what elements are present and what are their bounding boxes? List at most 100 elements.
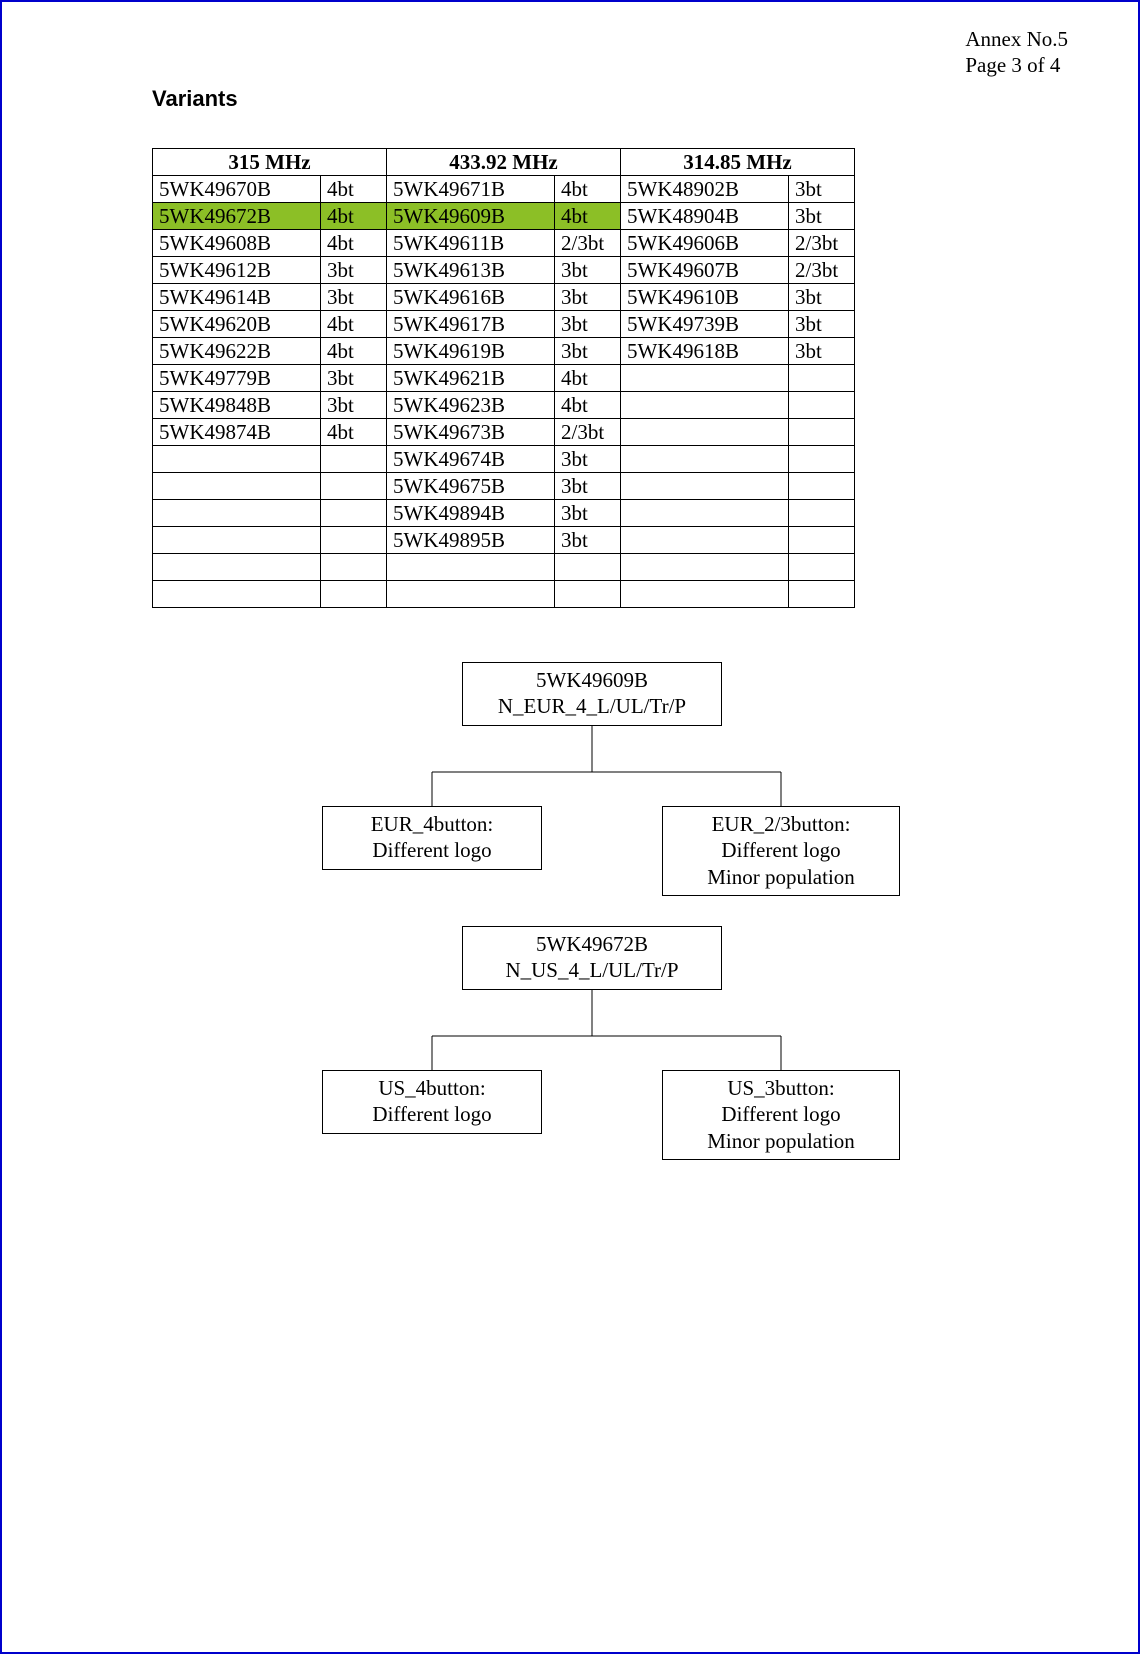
table-cell — [789, 446, 855, 473]
table-cell: 2/3bt — [789, 230, 855, 257]
table-cell: 5WK49618B — [621, 338, 789, 365]
table-cell: 3bt — [789, 338, 855, 365]
table-cell: 4bt — [321, 230, 387, 257]
table-cell — [387, 554, 555, 581]
table-cell: 5WK49614B — [153, 284, 321, 311]
table-cell: 5WK49623B — [387, 392, 555, 419]
table-cell: 4bt — [321, 203, 387, 230]
table-cell — [789, 581, 855, 608]
table-row: 5WK49622B4bt5WK49619B3bt5WK49618B3bt — [153, 338, 855, 365]
table-cell: 3bt — [555, 527, 621, 554]
tree-box-line: US_4button: — [331, 1075, 533, 1101]
table-cell: 5WK49613B — [387, 257, 555, 284]
table-cell — [621, 473, 789, 500]
tree-box-line: EUR_4button: — [331, 811, 533, 837]
table-cell — [789, 392, 855, 419]
table-cell: 5WK49673B — [387, 419, 555, 446]
table-header-row: 315 MHz 433.92 MHz 314.85 MHz — [153, 149, 855, 176]
table-cell — [789, 365, 855, 392]
tree-box-line: EUR_2/3button: — [671, 811, 891, 837]
table-cell: 5WK49874B — [153, 419, 321, 446]
table-cell — [621, 365, 789, 392]
table-cell: 5WK49672B — [153, 203, 321, 230]
tree-box-line: Minor population — [671, 864, 891, 890]
table-cell: 5WK49608B — [153, 230, 321, 257]
table-cell: 5WK49609B — [387, 203, 555, 230]
tree-box-line: US_3button: — [671, 1075, 891, 1101]
table-cell: 5WK49895B — [387, 527, 555, 554]
table-cell — [153, 473, 321, 500]
table-row: 5WK49670B4bt5WK49671B4bt5WK48902B3bt — [153, 176, 855, 203]
table-cell — [321, 554, 387, 581]
tree-diagram-1: 5WK49609BN_EUR_4_L/UL/Tr/P EUR_4button:D… — [152, 662, 1052, 902]
table-cell — [321, 473, 387, 500]
tree-box-line: Minor population — [671, 1128, 891, 1154]
table-cell: 4bt — [555, 176, 621, 203]
table-cell — [153, 446, 321, 473]
table-row: 5WK49620B4bt5WK49617B3bt5WK49739B3bt — [153, 311, 855, 338]
table-cell — [789, 500, 855, 527]
tree-box-line: 5WK49609B — [471, 667, 713, 693]
table-cell: 4bt — [555, 392, 621, 419]
tree2-left: US_4button:Different logo — [322, 1070, 542, 1134]
col-header-31485mhz: 314.85 MHz — [621, 149, 855, 176]
table-cell — [789, 473, 855, 500]
table-cell: 5WK49611B — [387, 230, 555, 257]
table-cell: 3bt — [789, 176, 855, 203]
table-cell — [387, 581, 555, 608]
table-cell: 4bt — [555, 203, 621, 230]
table-cell: 2/3bt — [555, 419, 621, 446]
table-cell: 4bt — [321, 311, 387, 338]
tree-box-line: Different logo — [331, 837, 533, 863]
table-cell: 5WK49739B — [621, 311, 789, 338]
table-cell — [321, 581, 387, 608]
annex-number: Annex No.5 — [965, 26, 1068, 52]
tree-box-line: Different logo — [671, 837, 891, 863]
table-cell: 3bt — [555, 311, 621, 338]
table-cell — [321, 446, 387, 473]
table-row: 5WK49874B4bt5WK49673B2/3bt — [153, 419, 855, 446]
table-cell: 3bt — [321, 392, 387, 419]
tree2-right: US_3button:Different logoMinor populatio… — [662, 1070, 900, 1160]
tree1-right: EUR_2/3button:Different logoMinor popula… — [662, 806, 900, 896]
table-cell — [621, 392, 789, 419]
table-cell: 4bt — [555, 365, 621, 392]
table-row: 5WK49895B3bt — [153, 527, 855, 554]
table-cell: 5WK49607B — [621, 257, 789, 284]
table-cell: 5WK49670B — [153, 176, 321, 203]
section-title: Variants — [152, 86, 238, 112]
tree1-left: EUR_4button:Different logo — [322, 806, 542, 870]
variants-table: 315 MHz 433.92 MHz 314.85 MHz 5WK49670B4… — [152, 148, 855, 608]
table-cell: 3bt — [555, 446, 621, 473]
table-cell: 4bt — [321, 338, 387, 365]
table-cell — [621, 554, 789, 581]
table-cell: 3bt — [321, 365, 387, 392]
table-cell — [621, 500, 789, 527]
table-row: 5WK49672B4bt5WK49609B4bt5WK48904B3bt — [153, 203, 855, 230]
table-cell: 5WK49616B — [387, 284, 555, 311]
table-cell: 5WK49619B — [387, 338, 555, 365]
table-cell — [555, 554, 621, 581]
tree2-root: 5WK49672BN_US_4_L/UL/Tr/P — [462, 926, 722, 990]
table-cell: 2/3bt — [555, 230, 621, 257]
table-cell — [789, 419, 855, 446]
tree1-root: 5WK49609BN_EUR_4_L/UL/Tr/P — [462, 662, 722, 726]
table-row: 5WK49612B3bt5WK49613B3bt5WK49607B2/3bt — [153, 257, 855, 284]
table-cell: 5WK49620B — [153, 311, 321, 338]
table-cell: 3bt — [321, 257, 387, 284]
table-cell: 5WK49674B — [387, 446, 555, 473]
tree-box-line: N_US_4_L/UL/Tr/P — [471, 957, 713, 983]
table-cell: 2/3bt — [789, 257, 855, 284]
table-cell — [789, 527, 855, 554]
table-cell: 5WK49622B — [153, 338, 321, 365]
table-row: 5WK49848B3bt5WK49623B4bt — [153, 392, 855, 419]
table-cell: 5WK49675B — [387, 473, 555, 500]
table-cell: 5WK49621B — [387, 365, 555, 392]
table-cell: 3bt — [321, 284, 387, 311]
table-row — [153, 581, 855, 608]
table-cell: 3bt — [555, 257, 621, 284]
table-cell — [621, 527, 789, 554]
table-row: 5WK49614B3bt5WK49616B3bt5WK49610B3bt — [153, 284, 855, 311]
table-cell: 4bt — [321, 419, 387, 446]
tree-box-line: N_EUR_4_L/UL/Tr/P — [471, 693, 713, 719]
